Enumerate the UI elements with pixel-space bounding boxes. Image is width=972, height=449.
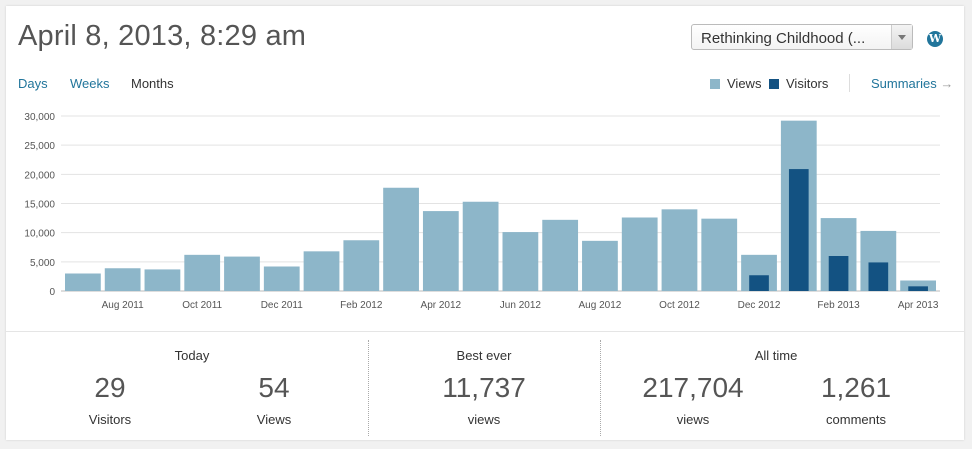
views-bar: [263, 266, 300, 291]
legend-views-swatch: [710, 79, 720, 89]
x-tick-label: Dec 2012: [738, 300, 781, 311]
y-tick-label: 10,000: [24, 229, 55, 240]
views-bar: [343, 240, 380, 291]
stats-divider: [368, 340, 369, 436]
views-bar: [621, 217, 658, 291]
x-tick-label: Feb 2013: [817, 300, 860, 311]
stats-divider: [600, 340, 601, 436]
tab-days[interactable]: Days: [18, 76, 48, 91]
x-tick-label: Aug 2012: [579, 300, 622, 311]
chevron-down-icon[interactable]: [891, 25, 912, 49]
visitors-bar: [828, 256, 849, 291]
legend-views-label: Views: [727, 76, 762, 91]
views-bar: [224, 256, 260, 291]
all-time-label: All time: [754, 348, 798, 363]
today-label: Today: [174, 348, 210, 363]
visitors-bar: [868, 262, 889, 291]
y-tick-label: 20,000: [24, 170, 55, 181]
views-bar: [383, 187, 419, 291]
all-time-views-count: 217,704: [642, 372, 744, 403]
y-tick-label: 25,000: [24, 141, 55, 152]
y-tick-label: 15,000: [24, 200, 55, 211]
x-tick-label: Jun 2012: [500, 300, 542, 311]
site-select-value: Rethinking Childhood (...: [701, 30, 866, 47]
today-visitors-count: 29: [94, 372, 126, 403]
legend-visitors-swatch: [769, 79, 779, 89]
visitors-bar: [788, 169, 809, 291]
views-bar: [900, 280, 936, 291]
views-bar: [104, 268, 141, 291]
summaries-link[interactable]: Summaries →: [871, 76, 953, 91]
wordpress-icon[interactable]: W: [927, 31, 943, 47]
views-bar: [462, 201, 499, 291]
visitors-bar: [749, 275, 769, 291]
views-bar: [303, 251, 340, 291]
views-bar: [542, 219, 579, 291]
best-ever-sub: views: [467, 412, 501, 427]
y-tick-label: 5,000: [30, 258, 55, 269]
all-time-comments-count: 1,261: [820, 372, 892, 403]
visitors-bar: [908, 286, 928, 291]
legend-divider: [849, 74, 850, 92]
legend-visitors-label: Visitors: [786, 76, 829, 91]
x-tick-label: Feb 2012: [340, 300, 383, 311]
x-tick-label: Oct 2011: [182, 300, 222, 311]
x-tick-label: Apr 2013: [898, 300, 939, 311]
x-tick-label: Dec 2011: [261, 300, 304, 311]
all-time-comments-label: comments: [826, 412, 886, 427]
stats-summary: Today 29 Visitors 54 Views Best ever 11,…: [6, 331, 964, 442]
tab-months[interactable]: Months: [131, 76, 174, 91]
views-bar: [582, 240, 618, 291]
y-tick-label: 0: [49, 287, 55, 298]
views-bar: [502, 232, 539, 291]
best-ever-count: 11,737: [442, 372, 526, 403]
tab-weeks[interactable]: Weeks: [70, 76, 110, 91]
y-tick-label: 30,000: [24, 112, 55, 123]
best-ever-label: Best ever: [456, 348, 512, 363]
views-bar: [701, 218, 738, 291]
x-tick-label: Apr 2012: [421, 300, 462, 311]
summaries-label: Summaries: [871, 76, 937, 91]
views-bar: [661, 209, 698, 291]
stats-card: April 8, 2013, 8:29 am Rethinking Childh…: [6, 6, 964, 440]
all-time-views-label: views: [676, 412, 710, 427]
site-select[interactable]: Rethinking Childhood (...: [691, 24, 913, 50]
views-bar: [422, 211, 459, 291]
x-tick-label: Aug 2011: [102, 300, 145, 311]
arrow-right-icon: →: [940, 76, 954, 91]
today-views-count: 54: [258, 372, 290, 403]
visits-chart: 0 5,000 10,000 15,000 20,000 25,000 30,000 Aug …: [24, 112, 940, 311]
views-bar: [65, 273, 101, 291]
x-tick-label: Oct 2012: [659, 300, 700, 311]
views-bar: [184, 254, 221, 291]
today-views-label: Views: [256, 412, 292, 427]
today-visitors-label: Visitors: [88, 412, 132, 427]
views-bar: [144, 269, 181, 291]
page-title: April 8, 2013, 8:29 am: [18, 20, 307, 52]
